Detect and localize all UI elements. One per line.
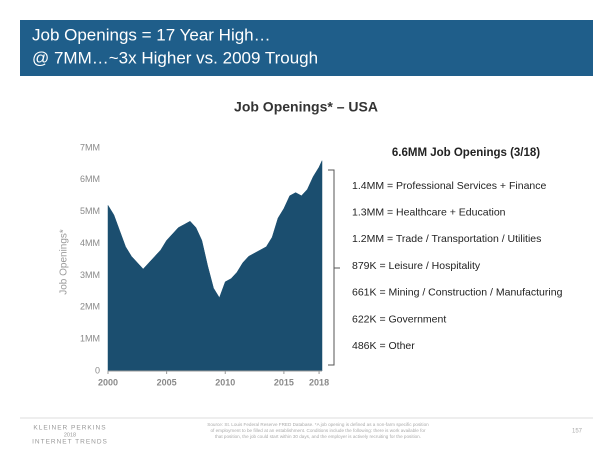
y-tick-label: 1MM	[80, 334, 100, 344]
breakdown-item: 879K = Leisure / Hospitality	[352, 260, 481, 272]
source-note: Source: St. Louis Federal Reserve FRED D…	[207, 422, 429, 427]
breakdown-item: 486K = Other	[352, 340, 415, 352]
header-title: @ 7MM…~3x Higher vs. 2009 Trough	[32, 48, 318, 67]
y-tick-label: 6MM	[80, 174, 100, 184]
breakdown-item: 661K = Mining / Construction / Manufactu…	[352, 287, 563, 299]
breakdown-item: 1.4MM = Professional Services + Finance	[352, 180, 546, 192]
x-tick-label: 2005	[157, 377, 177, 387]
y-axis-label: Job Openings*	[59, 229, 70, 295]
bracket	[328, 169, 340, 366]
page-number: 157	[572, 429, 583, 435]
y-tick-label: 7MM	[80, 142, 100, 152]
x-tick-label: 2010	[215, 377, 235, 387]
header-title: Job Openings = 17 Year High…	[32, 25, 271, 44]
x-tick-label: 2015	[274, 377, 294, 387]
y-tick-label: 3MM	[80, 270, 100, 280]
breakdown-item: 1.2MM = Trade / Transportation / Utiliti…	[352, 233, 541, 245]
x-tick-label: 2000	[98, 377, 118, 387]
chart-title: Job Openings* – USA	[234, 99, 378, 115]
source-note: of employment to be filled at an establi…	[210, 428, 425, 433]
area	[107, 160, 323, 372]
x-tick-label: 2018	[309, 377, 329, 387]
y-tick-label: 2MM	[80, 302, 100, 312]
source-note: that position, the job could start withi…	[215, 434, 421, 439]
header-banner	[20, 20, 593, 76]
breakdown-item: 1.3MM = Healthcare + Education	[352, 206, 506, 218]
breakdown-item: 622K = Government	[352, 313, 446, 325]
y-tick-label: 4MM	[80, 238, 100, 248]
footer-logo: KLEINER PERKINS	[33, 425, 106, 432]
breakdown-title: 6.6MM Job Openings (3/18)	[392, 147, 540, 159]
y-tick-label: 5MM	[80, 206, 100, 216]
footer-logo: INTERNET TRENDS	[32, 439, 108, 446]
y-tick-label: 0	[95, 365, 100, 375]
footer-logo: 2018	[64, 432, 76, 438]
